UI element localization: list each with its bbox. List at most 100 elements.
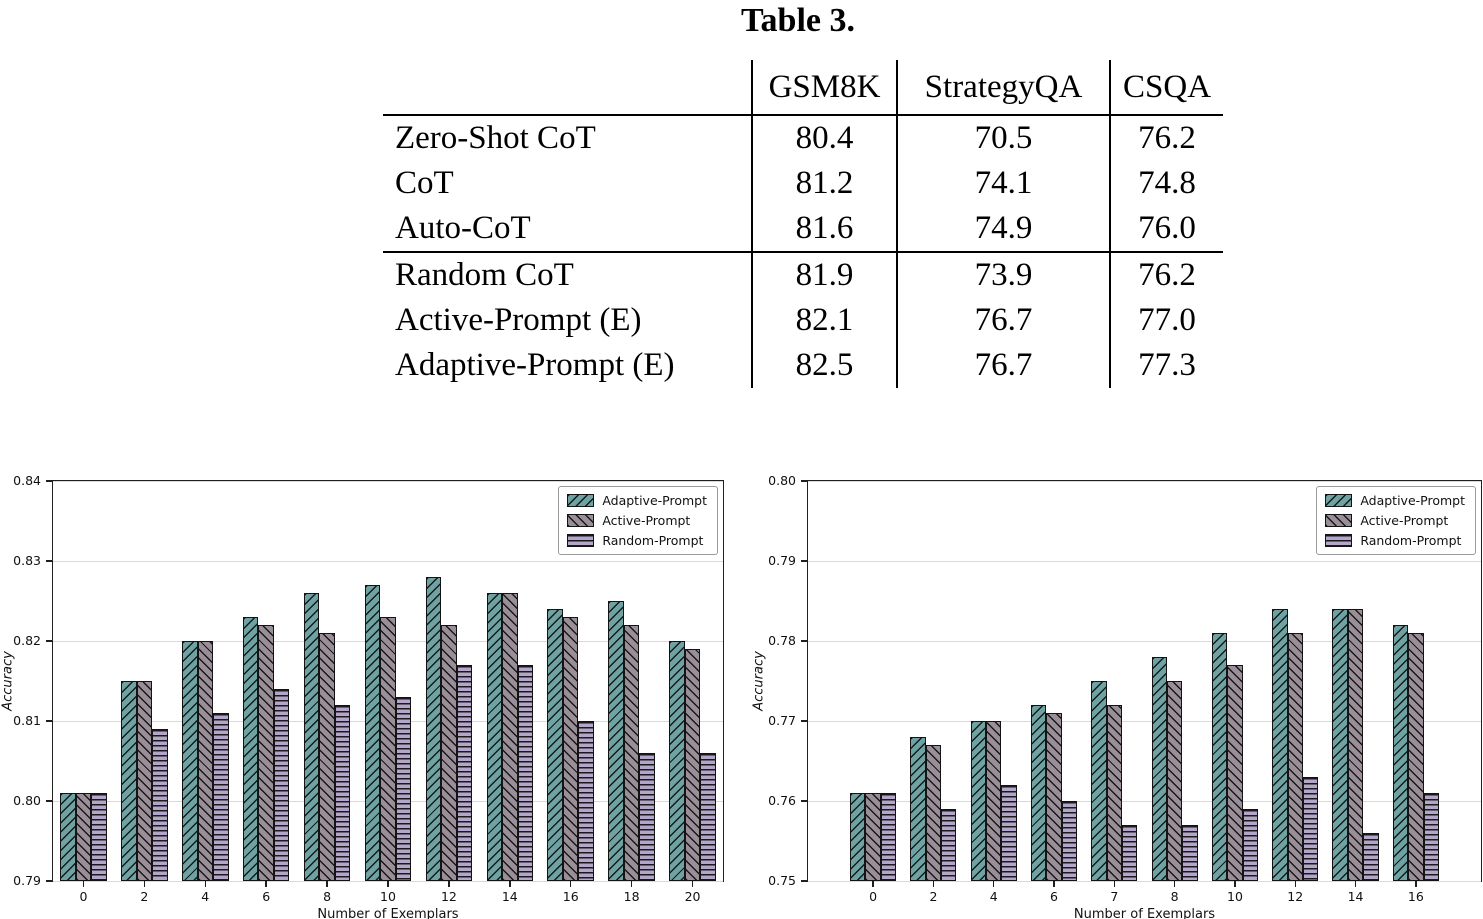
cell-value: 77.0 (1138, 302, 1196, 338)
bar-adaptive-prompt-x6 (242, 617, 259, 881)
cell-value: 73.9 (897, 252, 1111, 298)
bar-active-prompt-x12 (1287, 633, 1303, 881)
cell-value: 74.1 (897, 161, 1111, 206)
legend-label: Active-Prompt (602, 513, 691, 528)
y-axis-tick (800, 640, 807, 642)
x-axis-tick-label: 7 (1110, 889, 1119, 904)
bar-random-prompt-x4 (213, 713, 229, 881)
cell-value: 81.2 (752, 161, 898, 206)
x-axis-tick-label: 12 (440, 889, 457, 904)
x-axis-tick-label: 16 (562, 889, 579, 904)
bar-active-prompt-x18 (623, 625, 640, 881)
x-axis-tick-label: 10 (1227, 889, 1243, 904)
gridline (53, 480, 723, 482)
x-axis-tick (993, 881, 995, 887)
x-axis-tick-label: 2 (140, 889, 149, 904)
legend-label: Active-Prompt (1360, 513, 1449, 528)
bar-active-prompt-x7 (1106, 705, 1123, 881)
bar-random-prompt-x0 (91, 793, 107, 881)
table-header-gsm8k: GSM8K (752, 60, 898, 115)
y-axis-tick-label: 0.75 (768, 873, 796, 888)
y-axis-tick-label: 0.80 (13, 793, 41, 808)
bar-adaptive-prompt-x0 (60, 793, 76, 881)
legend-swatch-random-prompt (567, 534, 595, 547)
y-axis-tick (800, 880, 807, 882)
x-axis-tick (1294, 881, 1296, 887)
bar-adaptive-prompt-x2 (910, 737, 926, 881)
bar-random-prompt-x14 (1363, 833, 1379, 881)
gridline (808, 800, 1481, 802)
table-header-strategyqa: StrategyQA (897, 60, 1111, 115)
x-axis-tick (630, 881, 633, 887)
bar-active-prompt-x12 (441, 625, 457, 881)
chart-right-x-axis-label: Number of Exemplars (1073, 907, 1216, 919)
y-axis-tick-label: 0.81 (13, 713, 41, 728)
y-axis-tick (45, 800, 52, 802)
legend-item: Active-Prompt (567, 513, 707, 528)
bar-adaptive-prompt-x4 (970, 721, 987, 881)
bar-active-prompt-x4 (197, 641, 214, 881)
y-axis-tick-label: 0.76 (768, 793, 796, 808)
chart-left-y-axis-label: Accuracy (0, 651, 16, 711)
bar-random-prompt-x14 (517, 665, 534, 881)
chart-left-x-axis-label: Number of Exemplars (317, 907, 459, 919)
cell-value: 76.2 (1138, 120, 1196, 156)
gridline (808, 560, 1481, 562)
bar-adaptive-prompt-x8 (1151, 657, 1167, 881)
row-label: Random CoT (383, 252, 753, 298)
cell-value: 77.3 (1138, 347, 1196, 383)
cell-value: 74.9 (897, 206, 1111, 252)
table-header-csqa: CSQA (1123, 68, 1212, 105)
y-axis-tick-label: 0.84 (13, 473, 41, 488)
bar-random-prompt-x18 (639, 753, 655, 881)
x-axis-tick-label: 6 (1050, 889, 1058, 904)
bar-random-prompt-x4 (1001, 785, 1017, 881)
bar-adaptive-prompt-x12 (1272, 609, 1288, 881)
y-axis-tick-label: 0.78 (768, 633, 796, 648)
bar-adaptive-prompt-x6 (1030, 705, 1047, 881)
table-row: Zero-Shot CoT 80.4 70.5 76.2 (383, 115, 1223, 161)
legend-item: Random-Prompt (1325, 533, 1465, 548)
y-axis-tick-label: 0.83 (13, 553, 41, 568)
bar-active-prompt-x20 (684, 649, 701, 881)
table-row: Auto-CoT 81.6 74.9 76.0 (383, 206, 1223, 252)
bar-active-prompt-x2 (136, 681, 153, 881)
x-axis-tick-label: 18 (623, 889, 640, 904)
y-axis-tick (800, 560, 807, 562)
x-axis-tick (326, 881, 328, 887)
bar-active-prompt-x10 (1227, 665, 1243, 881)
bar-random-prompt-x12 (1302, 777, 1319, 881)
cell-value: 76.7 (897, 343, 1111, 388)
x-axis-tick (1113, 881, 1116, 887)
legend-swatch-active-prompt (1325, 514, 1353, 527)
bar-random-prompt-x10 (395, 697, 412, 881)
bar-active-prompt-x2 (925, 745, 942, 881)
cell-value: 70.5 (897, 115, 1111, 161)
bar-adaptive-prompt-x14 (486, 593, 503, 881)
table-row: Active-Prompt (E) 82.1 76.7 77.0 (383, 298, 1223, 343)
gridline (808, 480, 1481, 482)
cell-value: 81.6 (752, 206, 898, 252)
x-axis-tick-label: 14 (1347, 889, 1364, 904)
legend-label: Adaptive-Prompt (602, 493, 707, 508)
x-axis-tick (1173, 881, 1176, 887)
x-axis-tick-label: 0 (869, 889, 878, 904)
row-label: CoT (383, 161, 753, 206)
table-row: Adaptive-Prompt (E) 82.5 76.7 77.3 (383, 343, 1223, 388)
bar-adaptive-prompt-x10 (364, 585, 381, 881)
accuracy-chart-left: Accuracy Number of Exemplars 0.79 0.80 0.8… (0, 461, 742, 919)
table-header-empty (383, 60, 753, 115)
x-axis-tick-label: 6 (262, 889, 271, 904)
x-axis-tick (691, 881, 694, 887)
x-axis-tick (932, 881, 935, 887)
y-axis-tick-label: 0.82 (13, 633, 41, 648)
x-axis-tick (1354, 881, 1357, 887)
bar-active-prompt-x6 (258, 625, 274, 881)
legend-item: Adaptive-Prompt (1325, 493, 1465, 508)
bar-random-prompt-x10 (1242, 809, 1259, 881)
x-axis-tick (509, 881, 511, 887)
bar-active-prompt-x0 (865, 793, 881, 881)
bar-adaptive-prompt-x8 (303, 593, 320, 881)
x-axis-tick (570, 881, 572, 887)
row-label: Adaptive-Prompt (E) (383, 343, 753, 388)
